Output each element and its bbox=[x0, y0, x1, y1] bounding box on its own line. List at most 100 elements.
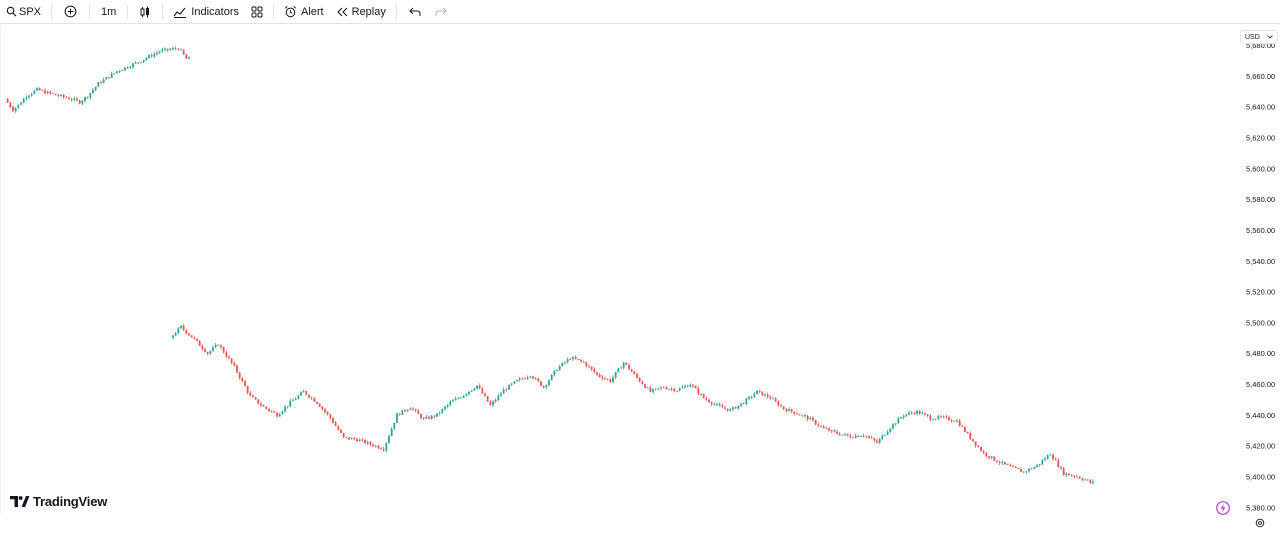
candle-body bbox=[185, 329, 188, 334]
candle-body bbox=[374, 445, 377, 447]
candle-body bbox=[308, 394, 310, 398]
candle-body bbox=[953, 421, 956, 422]
candle-body bbox=[156, 52, 158, 54]
candle-body bbox=[697, 388, 700, 394]
candle-body bbox=[566, 359, 569, 363]
tradingview-logo-icon bbox=[10, 496, 29, 507]
candle-body bbox=[281, 411, 284, 415]
candle-body bbox=[993, 456, 996, 461]
candle-body bbox=[905, 414, 908, 416]
candle-body bbox=[486, 396, 489, 402]
candle-body bbox=[532, 376, 534, 379]
candle-body bbox=[958, 420, 961, 427]
tradingview-logo[interactable]: TradingView bbox=[10, 494, 107, 509]
candle-body bbox=[188, 333, 190, 336]
candle-body bbox=[276, 412, 278, 417]
candle-body bbox=[636, 373, 638, 378]
candle-body bbox=[838, 433, 841, 436]
candle-body bbox=[806, 415, 809, 420]
candle-body bbox=[425, 416, 428, 419]
redo-button[interactable] bbox=[429, 0, 453, 24]
candle-body bbox=[1038, 464, 1041, 466]
compare-button[interactable] bbox=[56, 0, 85, 24]
candle-body bbox=[126, 67, 129, 69]
candle-body bbox=[68, 97, 70, 100]
candle-body bbox=[14, 107, 17, 112]
candle-body bbox=[870, 437, 873, 439]
replay-button[interactable]: Replay bbox=[330, 0, 392, 24]
price-tick-label: 5,440.00 bbox=[1246, 411, 1275, 420]
candle-body bbox=[884, 434, 886, 436]
candle-body bbox=[684, 386, 686, 388]
lightning-icon[interactable] bbox=[1215, 500, 1231, 516]
currency-label: USD bbox=[1245, 33, 1260, 41]
candle-body bbox=[772, 398, 774, 400]
candle-body bbox=[918, 410, 921, 414]
candle-body bbox=[244, 380, 246, 387]
candle-body bbox=[1070, 475, 1073, 477]
candle-body bbox=[569, 359, 572, 360]
candle-body bbox=[420, 413, 422, 419]
candle-body bbox=[617, 368, 620, 373]
candle-body bbox=[1049, 454, 1052, 456]
candle-body bbox=[654, 388, 657, 390]
candle-body bbox=[852, 437, 854, 439]
candle-body bbox=[510, 383, 513, 385]
candle-body bbox=[940, 416, 942, 418]
alarm-clock-icon bbox=[285, 6, 296, 18]
candle-body bbox=[561, 362, 564, 367]
candle-body bbox=[180, 49, 182, 51]
currency-selector[interactable]: USD bbox=[1240, 30, 1278, 44]
logo-text: TradingView bbox=[33, 494, 108, 509]
candle-body bbox=[97, 82, 100, 87]
candle-body bbox=[414, 409, 417, 411]
interval-button[interactable]: 1m bbox=[94, 0, 123, 24]
candle-body bbox=[334, 422, 337, 427]
candle-body bbox=[644, 384, 646, 388]
undo-button[interactable] bbox=[401, 0, 429, 24]
candle-body bbox=[1006, 464, 1009, 465]
candle-body bbox=[758, 390, 761, 392]
candle-body bbox=[657, 388, 660, 390]
symbol-search[interactable]: SPX bbox=[0, 0, 47, 24]
candle-body bbox=[1033, 466, 1036, 469]
candle-body bbox=[764, 394, 766, 396]
alert-button[interactable]: Alert bbox=[278, 0, 330, 24]
candle-body bbox=[921, 413, 924, 415]
candle-body bbox=[372, 444, 374, 447]
candle-body bbox=[102, 79, 105, 83]
candle-body bbox=[822, 426, 825, 429]
candle-body bbox=[750, 396, 753, 398]
candle-body bbox=[52, 93, 54, 95]
candle-body bbox=[681, 387, 684, 389]
candle-body bbox=[876, 440, 878, 443]
candle-body bbox=[476, 385, 478, 389]
candle-body bbox=[1054, 458, 1057, 461]
price-chart[interactable]: 5,680.00 5,660.00 5,640.00 5,620.00 5,600.00… bbox=[0, 25, 1280, 515]
candle-body bbox=[676, 391, 678, 392]
candle-body bbox=[385, 442, 388, 451]
price-tick-label: 5,600.00 bbox=[1246, 164, 1275, 173]
candle-body bbox=[1044, 458, 1046, 461]
candle-body bbox=[516, 379, 518, 382]
candle-body bbox=[1014, 466, 1017, 468]
candle-body bbox=[422, 418, 425, 420]
candle-body bbox=[886, 431, 889, 435]
candle-body bbox=[665, 387, 668, 390]
candle-body bbox=[364, 439, 366, 444]
candle-body bbox=[326, 411, 329, 415]
candle-body bbox=[582, 361, 585, 363]
candle-body bbox=[268, 408, 270, 411]
candle-body bbox=[505, 389, 508, 391]
interval-label: 1m bbox=[101, 5, 117, 18]
indicators-icon bbox=[173, 7, 187, 18]
price-axis[interactable]: 5,680.00 5,660.00 5,640.00 5,620.00 5,600.00… bbox=[1246, 41, 1275, 512]
price-tick-label: 5,560.00 bbox=[1246, 226, 1275, 235]
chart-type-button[interactable] bbox=[132, 0, 158, 24]
settings-icon[interactable] bbox=[1255, 518, 1265, 528]
candle-body bbox=[246, 386, 249, 393]
layouts-button[interactable] bbox=[245, 0, 269, 24]
indicators-button[interactable]: Indicators bbox=[167, 0, 245, 24]
candle-body bbox=[92, 89, 94, 93]
candle-body bbox=[788, 409, 790, 412]
